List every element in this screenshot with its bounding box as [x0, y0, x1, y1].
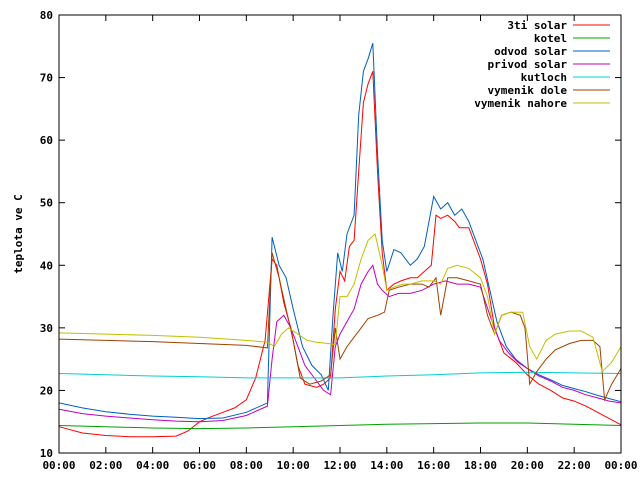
- x-tick-label: 06:00: [183, 459, 216, 472]
- x-tick-label: 18:00: [464, 459, 497, 472]
- x-tick-label: 12:00: [323, 459, 356, 472]
- y-tick-label: 80: [40, 9, 53, 22]
- legend-label: kotel: [534, 32, 567, 45]
- x-tick-label: 00:00: [42, 459, 75, 472]
- legend-label: 3ti solar: [507, 19, 567, 32]
- series-line-odvod-solar: [58, 43, 622, 420]
- x-tick-label: 22:00: [558, 459, 591, 472]
- y-axis-label: teplota ve C: [12, 194, 25, 273]
- series-layer: [58, 43, 622, 438]
- legend-label: kutloch: [521, 71, 567, 84]
- x-tick-label: 02:00: [89, 459, 122, 472]
- series-line-vymenik-nahore: [58, 233, 622, 373]
- x-tick-label: 08:00: [230, 459, 263, 472]
- series-line-kutloch: [58, 371, 622, 379]
- x-tick-label: 14:00: [370, 459, 403, 472]
- series-line-privod-solar: [58, 264, 622, 423]
- series-line-kotel: [58, 422, 622, 430]
- x-tick-label: 10:00: [277, 459, 310, 472]
- y-tick-label: 20: [40, 384, 53, 397]
- series-line-3ti-solar: [58, 71, 622, 438]
- legend-label: vymenik dole: [488, 84, 568, 97]
- y-tick-label: 10: [40, 447, 53, 460]
- y-tick-label: 40: [40, 259, 53, 272]
- legend-label: privod solar: [488, 58, 568, 71]
- x-tick-label: 20:00: [511, 459, 544, 472]
- x-tick-label: 16:00: [417, 459, 450, 472]
- ticks-layer: 10 20 30 40 50 60 70 80 00:00 02:00 04:00 06:00 08:0…: [40, 9, 638, 472]
- x-tick-label: 00:00: [604, 459, 637, 472]
- y-tick-label: 70: [40, 72, 53, 85]
- y-tick-label: 30: [40, 322, 53, 335]
- y-tick-label: 60: [40, 134, 53, 147]
- x-tick-label: 04:00: [136, 459, 169, 472]
- legend-label: vymenik nahore: [474, 97, 567, 110]
- series-line-vymenik-dole: [58, 252, 622, 402]
- legend-label: odvod solar: [494, 45, 567, 58]
- y-tick-label: 50: [40, 197, 53, 210]
